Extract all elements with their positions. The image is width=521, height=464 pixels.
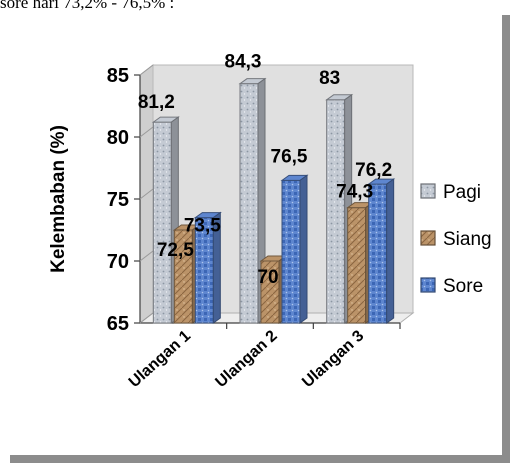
y-depth-line bbox=[139, 250, 154, 262]
legend-label-pagi: Pagi bbox=[443, 182, 481, 203]
data-label: 74,3 bbox=[336, 182, 373, 203]
data-label: 84,3 bbox=[225, 52, 262, 73]
legend-swatch-siang bbox=[420, 230, 436, 246]
y-tick-label: 80 bbox=[107, 127, 129, 149]
y-tick-label: 75 bbox=[107, 189, 129, 211]
page-top-text: sore hari 73,2% - 76,5% : bbox=[0, 0, 175, 11]
x-tick-label: Ulangan 1 bbox=[126, 327, 194, 391]
chart-bars bbox=[151, 77, 396, 324]
y-tick-label: 65 bbox=[107, 313, 129, 335]
x-tick-label: Ulangan 2 bbox=[212, 327, 280, 391]
chart-data-labels: 81,2 72,5 73,5 84,3 70 76,5 83 74,376,2 bbox=[138, 52, 392, 288]
legend-swatch-pagi bbox=[420, 183, 436, 199]
legend-label-siang: Siang bbox=[443, 229, 492, 250]
y-axis-title: Kelembaban (%) bbox=[48, 125, 69, 273]
x-tick-label: Ulangan 3 bbox=[299, 327, 367, 391]
data-label: 70 bbox=[257, 267, 278, 288]
legend-swatch-sore bbox=[420, 277, 436, 293]
chart-legend: Pagi Siang Sore bbox=[420, 182, 492, 297]
bar-side-sore bbox=[212, 211, 221, 324]
y-tick-label: 85 bbox=[107, 65, 129, 87]
y-depth-line bbox=[139, 188, 154, 200]
data-label: 76,2 bbox=[355, 160, 392, 181]
data-label: 83 bbox=[319, 68, 340, 89]
data-label: 72,5 bbox=[157, 240, 194, 261]
bar-pagi bbox=[152, 121, 172, 324]
bar-pagi bbox=[239, 83, 259, 324]
legend-label-sore: Sore bbox=[443, 276, 483, 297]
y-depth-line bbox=[139, 312, 154, 324]
y-depth-line bbox=[139, 64, 154, 76]
bar-siang bbox=[347, 207, 367, 324]
bar-side-sore bbox=[386, 178, 395, 324]
bar-side-sore bbox=[299, 174, 308, 324]
y-tick-label: 70 bbox=[107, 251, 129, 273]
bar-sore bbox=[368, 183, 388, 324]
data-label: 76,5 bbox=[271, 146, 308, 167]
bar-pagi bbox=[326, 99, 346, 324]
bar-sore bbox=[281, 179, 301, 324]
data-label: 81,2 bbox=[138, 92, 175, 113]
y-depth-line bbox=[139, 126, 154, 138]
data-label: 73,5 bbox=[184, 216, 221, 237]
